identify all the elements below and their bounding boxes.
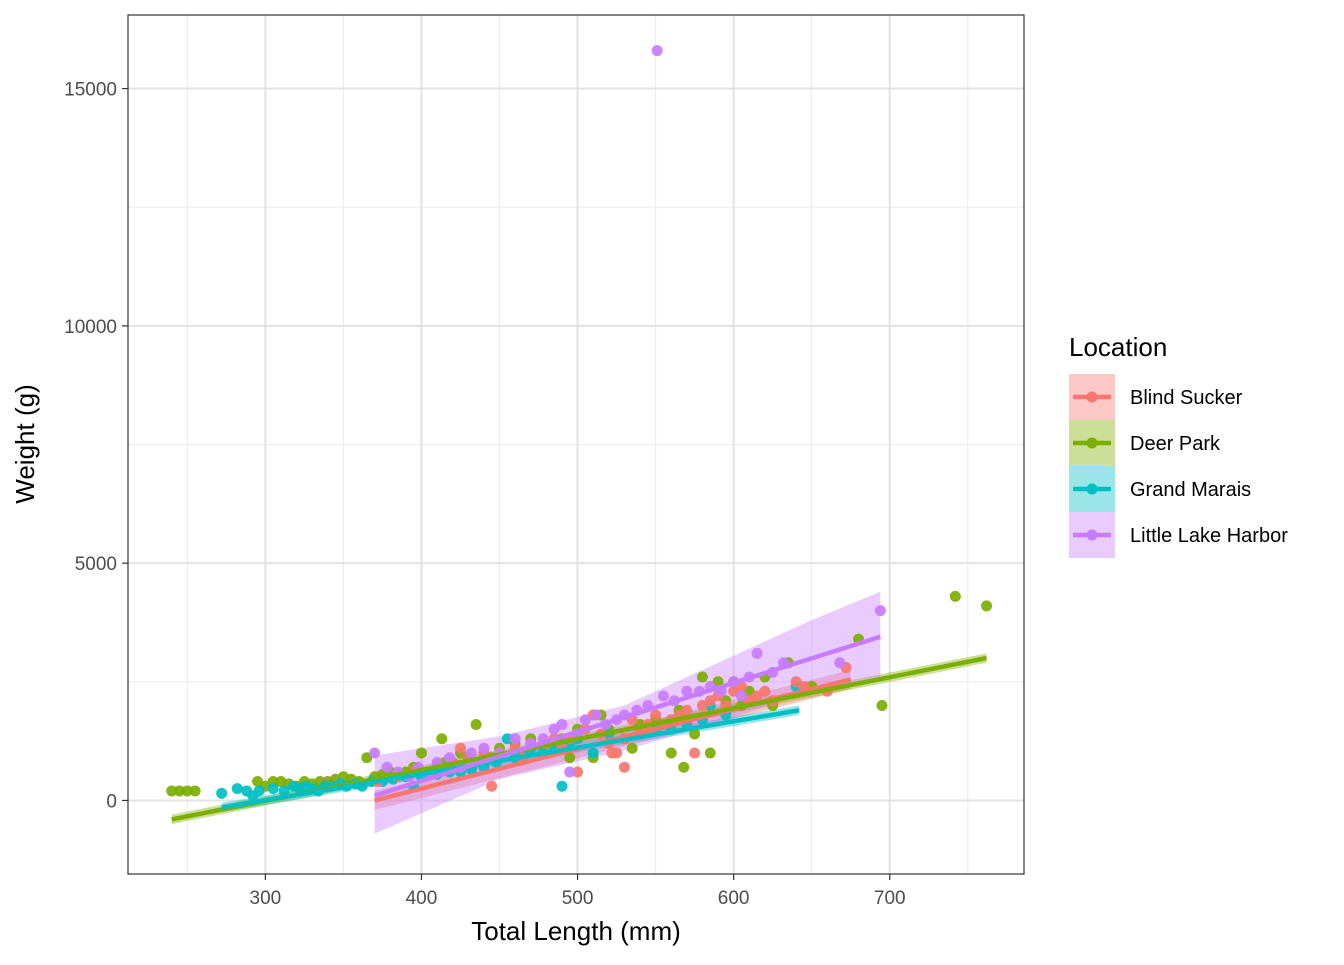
data-point-grand-marais bbox=[501, 733, 513, 745]
data-point-deer-park bbox=[678, 761, 690, 773]
data-point-grand-marais bbox=[216, 787, 228, 799]
legend-label: Blind Sucker bbox=[1130, 387, 1243, 409]
data-point-deer-park bbox=[181, 785, 193, 797]
y-tick-label: 15000 bbox=[64, 80, 117, 101]
data-point-deer-park bbox=[470, 719, 482, 731]
legend-item-blind-sucker: Blind Sucker bbox=[1069, 374, 1243, 420]
fit-line-grand-marais bbox=[221, 708, 800, 810]
data-point-deer-park bbox=[166, 785, 178, 797]
legend-item-little-lake-harbor: Little Lake Harbor bbox=[1069, 512, 1288, 558]
data-point-blind-sucker bbox=[650, 709, 662, 721]
legend-key-point bbox=[1086, 529, 1098, 541]
y-axis-ticks: 0 5000 10000 15000 bbox=[64, 80, 128, 812]
fit-line-little-lake-harbor bbox=[373, 634, 882, 798]
data-point-deer-park bbox=[696, 671, 708, 683]
data-point-little-lake-harbor bbox=[751, 647, 763, 659]
data-point-deer-park bbox=[704, 747, 716, 759]
data-point-little-lake-harbor bbox=[735, 690, 747, 702]
x-tick-label: 600 bbox=[718, 888, 750, 909]
data-point-blind-sucker bbox=[611, 747, 623, 759]
data-point-blind-sucker bbox=[454, 742, 466, 754]
data-point-grand-marais bbox=[267, 783, 279, 795]
data-point-grand-marais bbox=[278, 785, 290, 797]
legend-key-point bbox=[1086, 437, 1098, 449]
plot-panel-border bbox=[127, 14, 1025, 875]
legend-label: Grand Marais bbox=[1130, 479, 1251, 501]
x-tick-label: 500 bbox=[562, 888, 594, 909]
legend-item-deer-park: Deer Park bbox=[1069, 420, 1221, 466]
legend-key-point bbox=[1086, 391, 1098, 403]
data-point-deer-park bbox=[564, 752, 576, 764]
legend-label: Little Lake Harbor bbox=[1130, 525, 1288, 547]
grid-major bbox=[128, 15, 1024, 874]
data-point-little-lake-harbor bbox=[381, 761, 393, 773]
data-point-deer-park bbox=[981, 600, 993, 612]
legend-key-point bbox=[1086, 483, 1098, 495]
data-point-deer-park bbox=[876, 700, 888, 712]
y-axis-title: Weight (g) bbox=[10, 384, 40, 503]
x-axis-ticks: 300 400 500 600 700 bbox=[250, 874, 906, 909]
legend-label: Deer Park bbox=[1130, 433, 1221, 455]
data-point-deer-park bbox=[949, 590, 961, 602]
data-point-little-lake-harbor bbox=[478, 742, 490, 754]
data-point-little-lake-harbor bbox=[874, 605, 886, 617]
data-point-little-lake-harbor bbox=[564, 766, 576, 778]
data-point-blind-sucker bbox=[759, 685, 771, 697]
data-point-little-lake-harbor bbox=[579, 714, 591, 726]
data-point-little-lake-harbor bbox=[834, 657, 846, 669]
data-point-deer-park bbox=[415, 747, 427, 759]
data-point-little-lake-harbor bbox=[651, 45, 663, 57]
data-point-little-lake-harbor bbox=[509, 733, 521, 745]
legend: Location Blind Sucker Deer Park Grand Mara… bbox=[1069, 332, 1288, 558]
y-tick-label: 10000 bbox=[64, 317, 117, 338]
data-point-grand-marais bbox=[587, 747, 599, 759]
data-point-little-lake-harbor bbox=[369, 747, 381, 759]
data-point-little-lake-harbor bbox=[465, 747, 477, 759]
data-point-blind-sucker bbox=[486, 780, 498, 792]
data-point-blind-sucker bbox=[572, 766, 584, 778]
legend-title: Location bbox=[1069, 332, 1167, 362]
x-tick-label: 300 bbox=[250, 888, 282, 909]
fit-lines bbox=[171, 634, 987, 822]
y-tick-label: 0 bbox=[106, 791, 117, 812]
data-point-grand-marais bbox=[253, 785, 265, 797]
data-point-deer-park bbox=[436, 733, 448, 745]
legend-item-grand-marais: Grand Marais bbox=[1069, 466, 1251, 512]
data-point-deer-park bbox=[665, 747, 677, 759]
data-point-little-lake-harbor bbox=[590, 709, 602, 721]
data-point-deer-park bbox=[626, 742, 638, 754]
y-tick-label: 5000 bbox=[75, 554, 117, 575]
data-point-grand-marais bbox=[556, 780, 568, 792]
x-tick-label: 400 bbox=[406, 888, 438, 909]
data-point-little-lake-harbor bbox=[657, 690, 669, 702]
x-tick-label: 700 bbox=[874, 888, 906, 909]
data-point-little-lake-harbor bbox=[556, 719, 568, 731]
data-point-deer-park bbox=[174, 785, 186, 797]
data-point-little-lake-harbor bbox=[681, 685, 693, 697]
data-point-blind-sucker bbox=[689, 747, 701, 759]
data-point-blind-sucker bbox=[618, 761, 630, 773]
data-point-blind-sucker bbox=[681, 704, 693, 716]
data-point-deer-park bbox=[689, 728, 701, 740]
x-axis-title: Total Length (mm) bbox=[471, 916, 681, 946]
data-point-little-lake-harbor bbox=[444, 752, 456, 764]
data-point-grand-marais bbox=[231, 783, 243, 795]
data-point-deer-park bbox=[189, 785, 201, 797]
